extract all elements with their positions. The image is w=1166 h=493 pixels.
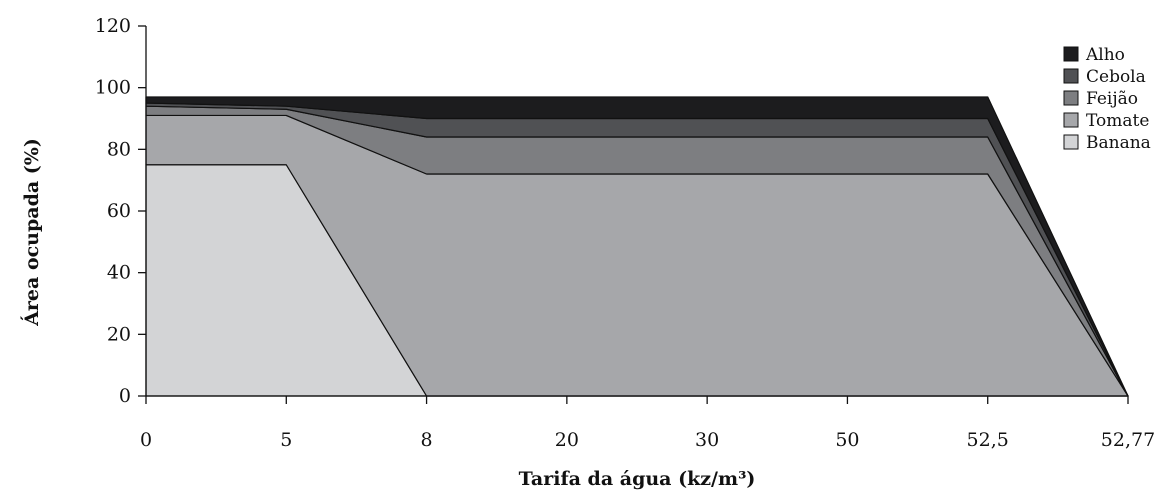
axes-group: 0 20 40 60 80 100 120 0 5 8 20 30 50 52,5 52,77 bbox=[95, 15, 1155, 451]
legend-label-alho: Alho bbox=[1085, 45, 1125, 65]
legend-label-cebola: Cebola bbox=[1086, 67, 1146, 87]
y-tick-label: 20 bbox=[107, 323, 131, 345]
x-tick-label: 30 bbox=[695, 429, 719, 451]
y-axis-title: Área ocupada (%) bbox=[20, 138, 43, 327]
y-axis-ticks: 0 20 40 60 80 100 120 bbox=[95, 15, 146, 407]
x-tick-label: 0 bbox=[140, 429, 152, 451]
legend-swatch-alho bbox=[1063, 46, 1079, 62]
legend-label-tomate: Tomate bbox=[1086, 111, 1149, 131]
y-tick-label: 100 bbox=[95, 77, 131, 99]
area-series-alho bbox=[145, 96, 1129, 397]
y-tick-label: 0 bbox=[119, 385, 131, 407]
y-tick-label: 120 bbox=[95, 15, 131, 37]
x-tick-label: 20 bbox=[555, 429, 579, 451]
x-axis-title: Tarifa da água (kz/m³) bbox=[519, 468, 756, 490]
x-tick-label: 52,77 bbox=[1101, 429, 1155, 451]
y-tick-label: 60 bbox=[107, 200, 131, 222]
legend-swatch-cebola bbox=[1063, 68, 1079, 84]
x-tick-label: 50 bbox=[835, 429, 859, 451]
legend-label-feijao: Feijão bbox=[1086, 89, 1138, 109]
x-tick-label: 5 bbox=[280, 429, 292, 451]
legend-label-banana: Banana bbox=[1086, 133, 1151, 153]
x-tick-label: 8 bbox=[421, 429, 433, 451]
x-tick-label: 52,5 bbox=[967, 429, 1009, 451]
y-tick-label: 40 bbox=[107, 262, 131, 284]
legend-swatch-banana bbox=[1063, 134, 1079, 150]
y-tick-label: 80 bbox=[107, 138, 131, 160]
x-axis-ticks: 0 5 8 20 30 50 52,5 52,77 bbox=[140, 396, 1155, 451]
legend-swatch-tomate bbox=[1063, 112, 1079, 128]
area-series-group bbox=[145, 96, 1129, 397]
legend-swatch-feijao bbox=[1063, 90, 1079, 106]
